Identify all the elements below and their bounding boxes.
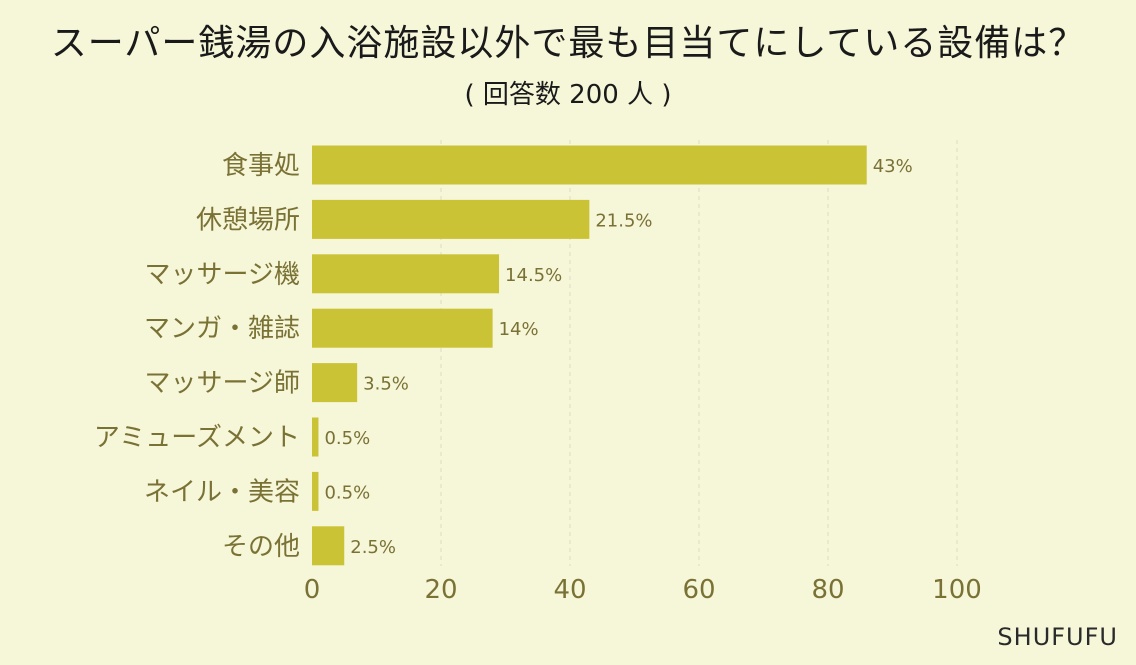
data-label: 0.5% — [324, 428, 370, 449]
category-label: マッサージ師 — [145, 369, 300, 399]
category-label: 休憩場所 — [196, 205, 300, 235]
data-label: 43% — [873, 156, 913, 177]
data-label: 14% — [499, 319, 539, 340]
bar — [312, 526, 345, 566]
category-label: アミューズメント — [94, 423, 300, 453]
chart-title: スーパー銭湯の入浴施設以外で最も目当てにしている設備は？ — [50, 23, 1086, 64]
bar — [312, 417, 319, 457]
data-label: 21.5% — [595, 210, 652, 231]
bar — [312, 471, 319, 511]
bars — [312, 145, 867, 566]
x-tick-label: 20 — [424, 575, 457, 605]
data-label: 3.5% — [363, 374, 409, 395]
labels: 0 20 40 60 80 100 食事処 43% 休憩場所 21.5% マッサージ機 14.5% マン… — [94, 151, 982, 605]
grid-lines — [440, 140, 958, 566]
x-tick-label: 40 — [553, 575, 586, 605]
x-tick-label: 80 — [811, 575, 844, 605]
data-label: 14.5% — [505, 265, 562, 286]
x-tick-label: 60 — [682, 575, 715, 605]
chart-subtitle: ( 回答数 200 人 ) — [464, 80, 672, 110]
data-label: 2.5% — [350, 537, 396, 558]
x-tick-label: 0 — [304, 575, 321, 605]
bar — [312, 363, 358, 403]
data-label: 0.5% — [324, 482, 370, 503]
bar — [312, 308, 493, 348]
category-label: 食事処 — [222, 151, 300, 181]
bar — [312, 145, 867, 185]
category-label: マッサージ機 — [145, 260, 300, 290]
category-label: マンガ・雑誌 — [144, 314, 300, 344]
bar — [312, 199, 590, 239]
category-label: ネイル・美容 — [144, 477, 300, 507]
x-tick-label: 100 — [932, 575, 982, 605]
bar — [312, 254, 500, 294]
brand-logo: SHUFUFU — [997, 623, 1118, 651]
category-label: その他 — [222, 532, 300, 562]
